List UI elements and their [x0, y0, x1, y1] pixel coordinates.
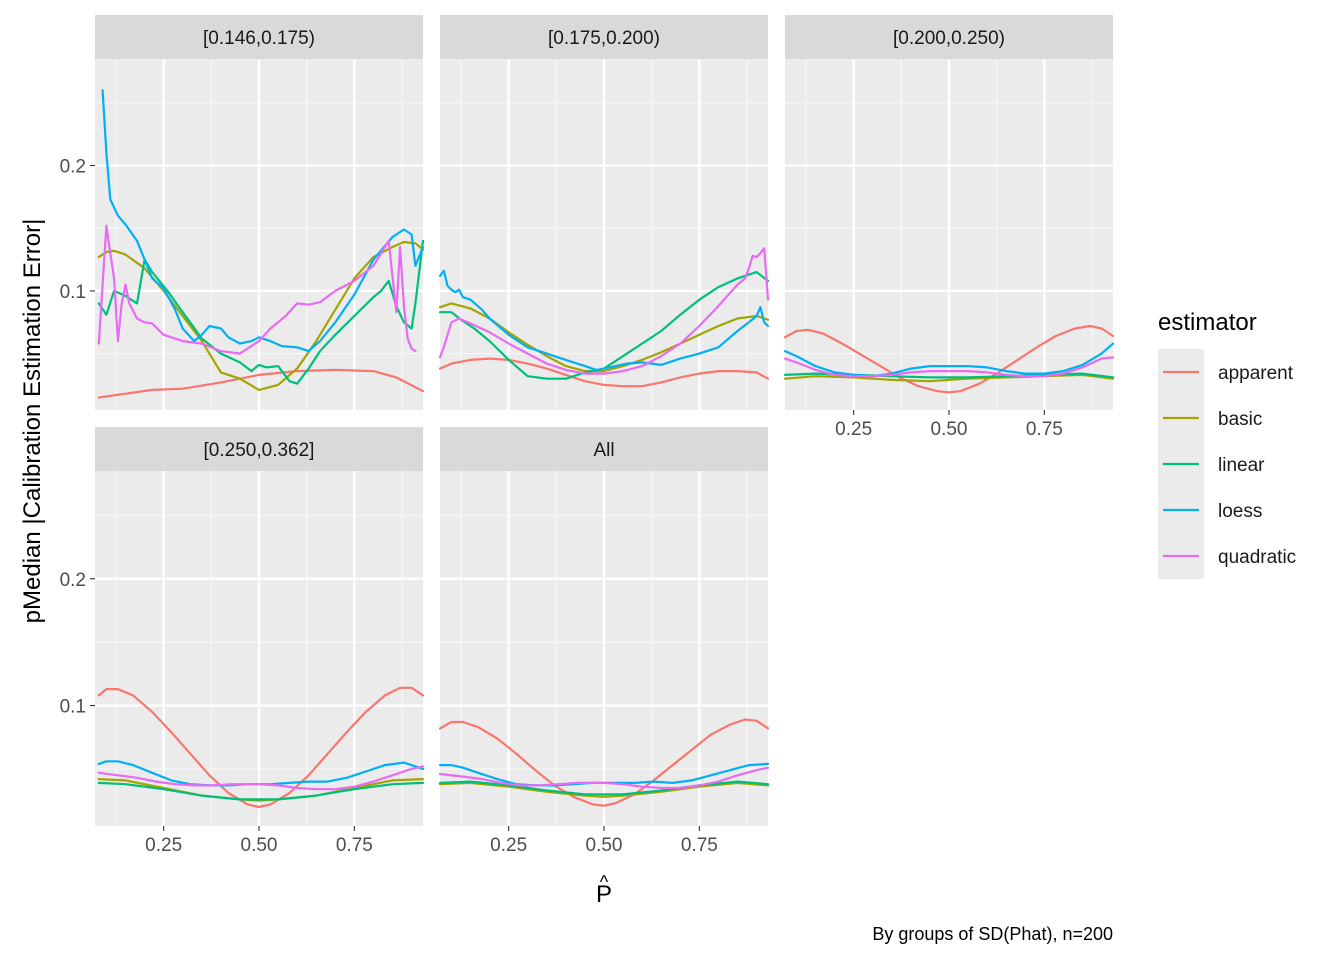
series-line-apparent — [438, 718, 770, 807]
series-line-apparent — [97, 686, 425, 809]
legend-items: apparent basic linear loess quadratic — [1158, 349, 1296, 579]
series-line-quadratic — [438, 247, 770, 375]
y-tick-label: 0.2 — [60, 570, 86, 591]
facet-panel: [0.250,0.362] — [95, 427, 425, 826]
series-line-apparent — [783, 324, 1115, 394]
facet-strip-label: All — [593, 440, 614, 461]
series-line-apparent — [97, 368, 425, 399]
series-line-loess — [783, 342, 1115, 378]
facet-panel: [0.146,0.175) — [95, 15, 425, 410]
series-line-loess — [438, 269, 770, 371]
series-line-basic — [97, 240, 425, 391]
series-line-basic — [783, 373, 1115, 383]
y-tick-label: 0.1 — [60, 697, 86, 718]
caption: By groups of SD(Phat), n=200 — [872, 924, 1113, 944]
legend-label: linear — [1218, 455, 1265, 476]
legend-item-apparent: apparent — [1158, 349, 1294, 395]
x-axis-title-base: P — [596, 881, 612, 908]
series-line-loess — [101, 89, 425, 353]
x-tick-label: 0.75 — [681, 835, 718, 856]
legend-item-quadratic: quadratic — [1158, 533, 1296, 579]
series-line-quadratic — [438, 766, 770, 790]
legend-title: estimator — [1158, 309, 1257, 336]
facet-panel: [0.200,0.250) — [783, 15, 1115, 410]
legend-label: apparent — [1218, 363, 1294, 384]
x-tick-label: 0.50 — [931, 419, 968, 440]
legend-item-basic: basic — [1158, 395, 1262, 441]
x-axis-title-hat: ^ — [600, 872, 609, 892]
y-axis-title: pMedian |Calibration Estimation Error| — [19, 219, 46, 624]
x-tick-label: 0.25 — [490, 835, 527, 856]
series-line-linear — [97, 781, 425, 801]
legend: estimator apparent basic linear loess quadra… — [1158, 309, 1296, 579]
x-axis-title: P ^ — [596, 872, 612, 908]
y-tick-label: 0.2 — [60, 157, 86, 178]
facet-strip-label: [0.146,0.175) — [203, 28, 315, 49]
legend-label: loess — [1218, 501, 1262, 522]
series-line-basic — [438, 781, 770, 798]
x-tick-label: 0.25 — [835, 419, 872, 440]
legend-item-linear: linear — [1158, 441, 1265, 487]
series-line-quadratic — [97, 224, 417, 355]
x-tick-label: 0.25 — [145, 835, 182, 856]
facet-strip — [440, 427, 768, 471]
facet-strip — [95, 427, 423, 471]
facet-strip-label: [0.200,0.250) — [893, 28, 1005, 49]
y-tick-label: 0.1 — [60, 282, 86, 303]
series-line-quadratic — [783, 356, 1115, 378]
x-tick-label: 0.50 — [241, 835, 278, 856]
facet-panels: [0.146,0.175) [0.175,0.200) [0.200,0.250) [… — [95, 15, 1115, 826]
facet-strip — [440, 15, 768, 59]
facet-panel: All — [438, 427, 770, 826]
facet-strip-label: [0.250,0.362] — [204, 440, 315, 461]
series-line-quadratic — [97, 765, 425, 791]
facet-strip — [785, 15, 1113, 59]
facet-strip — [95, 15, 423, 59]
series-line-linear — [97, 239, 425, 385]
series-line-apparent — [438, 357, 770, 388]
legend-label: quadratic — [1218, 547, 1296, 568]
x-tick-label: 0.75 — [336, 835, 373, 856]
series-line-linear — [438, 271, 770, 380]
x-tick-label: 0.50 — [586, 835, 623, 856]
series-line-basic — [97, 777, 425, 802]
axes: 0.1 0.2 0.25 0.50 0.75 0.1 0.2 0.25 0.50 0.75 0.25… — [60, 157, 1063, 856]
legend-label: basic — [1218, 409, 1262, 430]
legend-item-loess: loess — [1158, 487, 1262, 533]
x-tick-label: 0.75 — [1026, 419, 1063, 440]
series-line-linear — [438, 780, 770, 796]
facet-panel: [0.175,0.200) — [438, 15, 770, 410]
facet-strip-label: [0.175,0.200) — [548, 28, 660, 49]
